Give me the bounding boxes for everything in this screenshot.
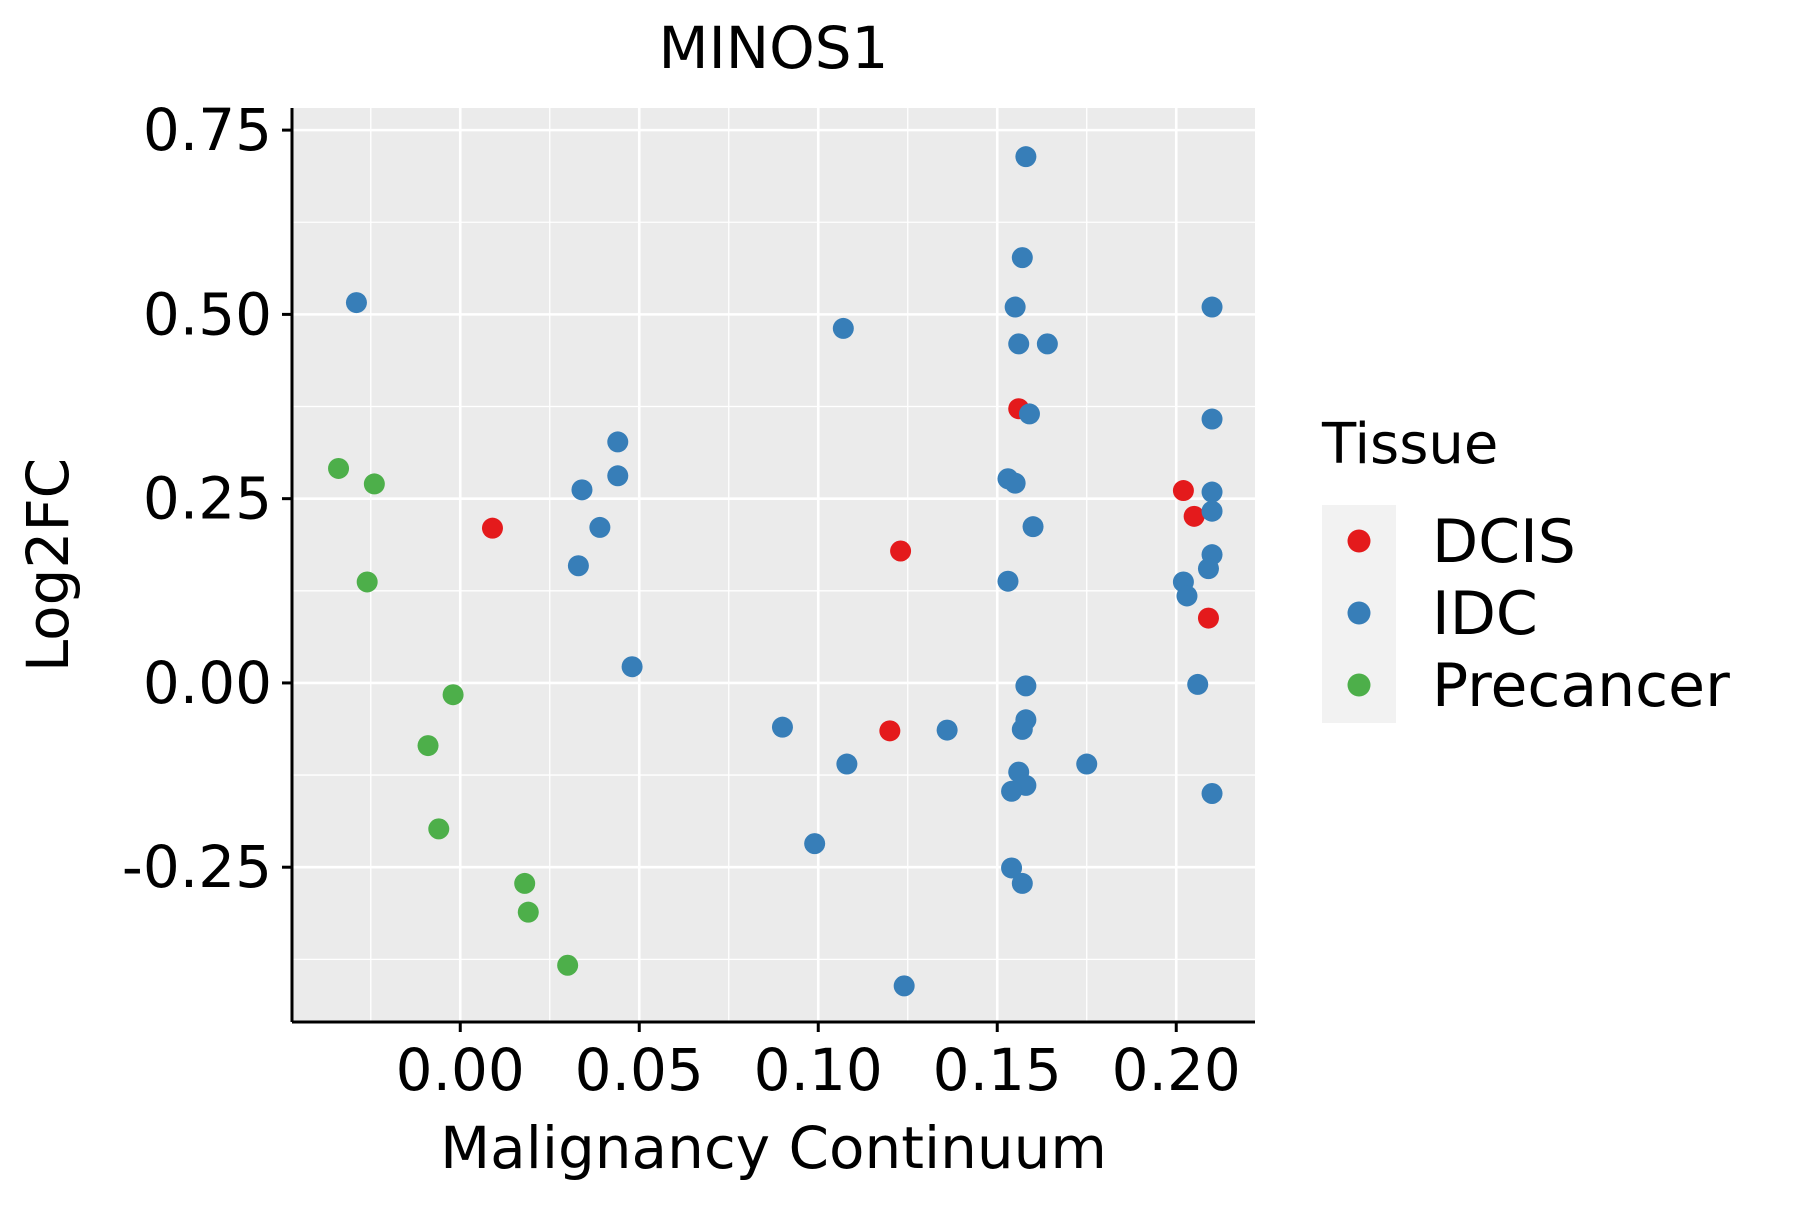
x-axis-label: Malignancy Continuum	[440, 1114, 1107, 1182]
legend-title: Tissue	[1321, 412, 1498, 477]
data-point-idc	[1001, 780, 1023, 802]
data-point-precancer	[557, 954, 579, 976]
data-point-idc	[607, 465, 629, 487]
data-point-idc	[804, 833, 826, 855]
data-point-dcis	[879, 720, 901, 742]
y-tick-label: 0.25	[143, 465, 272, 533]
data-point-idc	[1015, 146, 1037, 168]
x-tick-label: 0.05	[575, 1036, 704, 1104]
legend-marker-idc	[1347, 601, 1371, 625]
data-point-idc	[893, 975, 915, 997]
legend-label-precancer: Precancer	[1432, 651, 1730, 721]
data-point-dcis	[890, 540, 912, 562]
data-point-idc	[607, 431, 629, 453]
data-point-idc	[997, 570, 1019, 592]
y-axis-label: Log2FC	[14, 458, 82, 672]
data-point-precancer	[442, 684, 464, 706]
data-point-idc	[571, 479, 593, 501]
data-point-idc	[1018, 403, 1040, 425]
data-point-precancer	[363, 473, 385, 495]
data-point-idc	[1008, 333, 1030, 355]
y-tick-label: 0.00	[143, 649, 272, 717]
data-point-precancer	[517, 901, 539, 923]
data-point-dcis	[1197, 607, 1219, 629]
data-point-precancer	[356, 571, 378, 593]
x-tick-label: 0.20	[1112, 1036, 1241, 1104]
data-point-idc	[1201, 500, 1223, 522]
data-point-idc	[1011, 247, 1033, 269]
y-tick-label: 0.50	[143, 280, 272, 348]
plot-panel	[292, 108, 1255, 1022]
tick-labels: 0.00 0.05 0.10 0.15 0.20 -0.25 0.00 0.25 0.50 0.7…	[122, 96, 1241, 1104]
x-tick-label: 0.15	[933, 1036, 1062, 1104]
y-tick-label: -0.25	[122, 833, 272, 901]
legend-marker-precancer	[1347, 673, 1371, 697]
data-point-idc	[1011, 872, 1033, 894]
grid-lines	[292, 108, 1255, 1022]
data-point-idc	[1201, 481, 1223, 503]
data-point-idc	[771, 716, 793, 738]
legend-marker-dcis	[1347, 529, 1371, 553]
data-point-idc	[621, 656, 643, 678]
data-point-idc	[936, 719, 958, 741]
data-point-precancer	[417, 735, 439, 757]
data-point-idc	[1201, 408, 1223, 430]
data-point-idc	[1004, 472, 1026, 494]
data-point-idc	[1201, 783, 1223, 804]
data-point-idc	[1197, 558, 1219, 580]
data-point-idc	[1004, 296, 1026, 318]
data-point-idc	[832, 317, 854, 339]
data-point-idc	[1201, 296, 1223, 318]
data-point-dcis	[1172, 480, 1194, 502]
data-point-idc	[1011, 718, 1033, 740]
data-point-idc	[1015, 675, 1037, 697]
data-point-idc	[1076, 753, 1098, 775]
data-point-dcis	[481, 517, 503, 539]
data-point-idc	[1187, 673, 1209, 695]
data-point-idc	[1176, 585, 1198, 607]
data-point-idc	[345, 292, 367, 314]
data-point-idc	[1022, 516, 1044, 538]
data-point-idc	[1001, 857, 1023, 879]
data-point-idc	[1036, 333, 1058, 355]
x-tick-label: 0.00	[396, 1036, 525, 1104]
data-point-idc	[836, 753, 858, 775]
legend-label-dcis: DCIS	[1432, 507, 1576, 577]
data-point-idc	[589, 516, 611, 538]
x-tick-label: 0.10	[754, 1036, 883, 1104]
data-point-precancer	[428, 818, 450, 840]
data-point-precancer	[514, 872, 536, 894]
data-point-precancer	[328, 457, 350, 479]
data-point-dcis	[1183, 505, 1205, 527]
chart-title: MINOS1	[659, 14, 889, 82]
y-tick-label: 0.75	[143, 96, 272, 164]
data-point-idc	[567, 555, 589, 577]
data-points	[328, 146, 1223, 997]
axes	[282, 108, 1255, 1032]
legend-label-idc: IDC	[1432, 579, 1538, 649]
